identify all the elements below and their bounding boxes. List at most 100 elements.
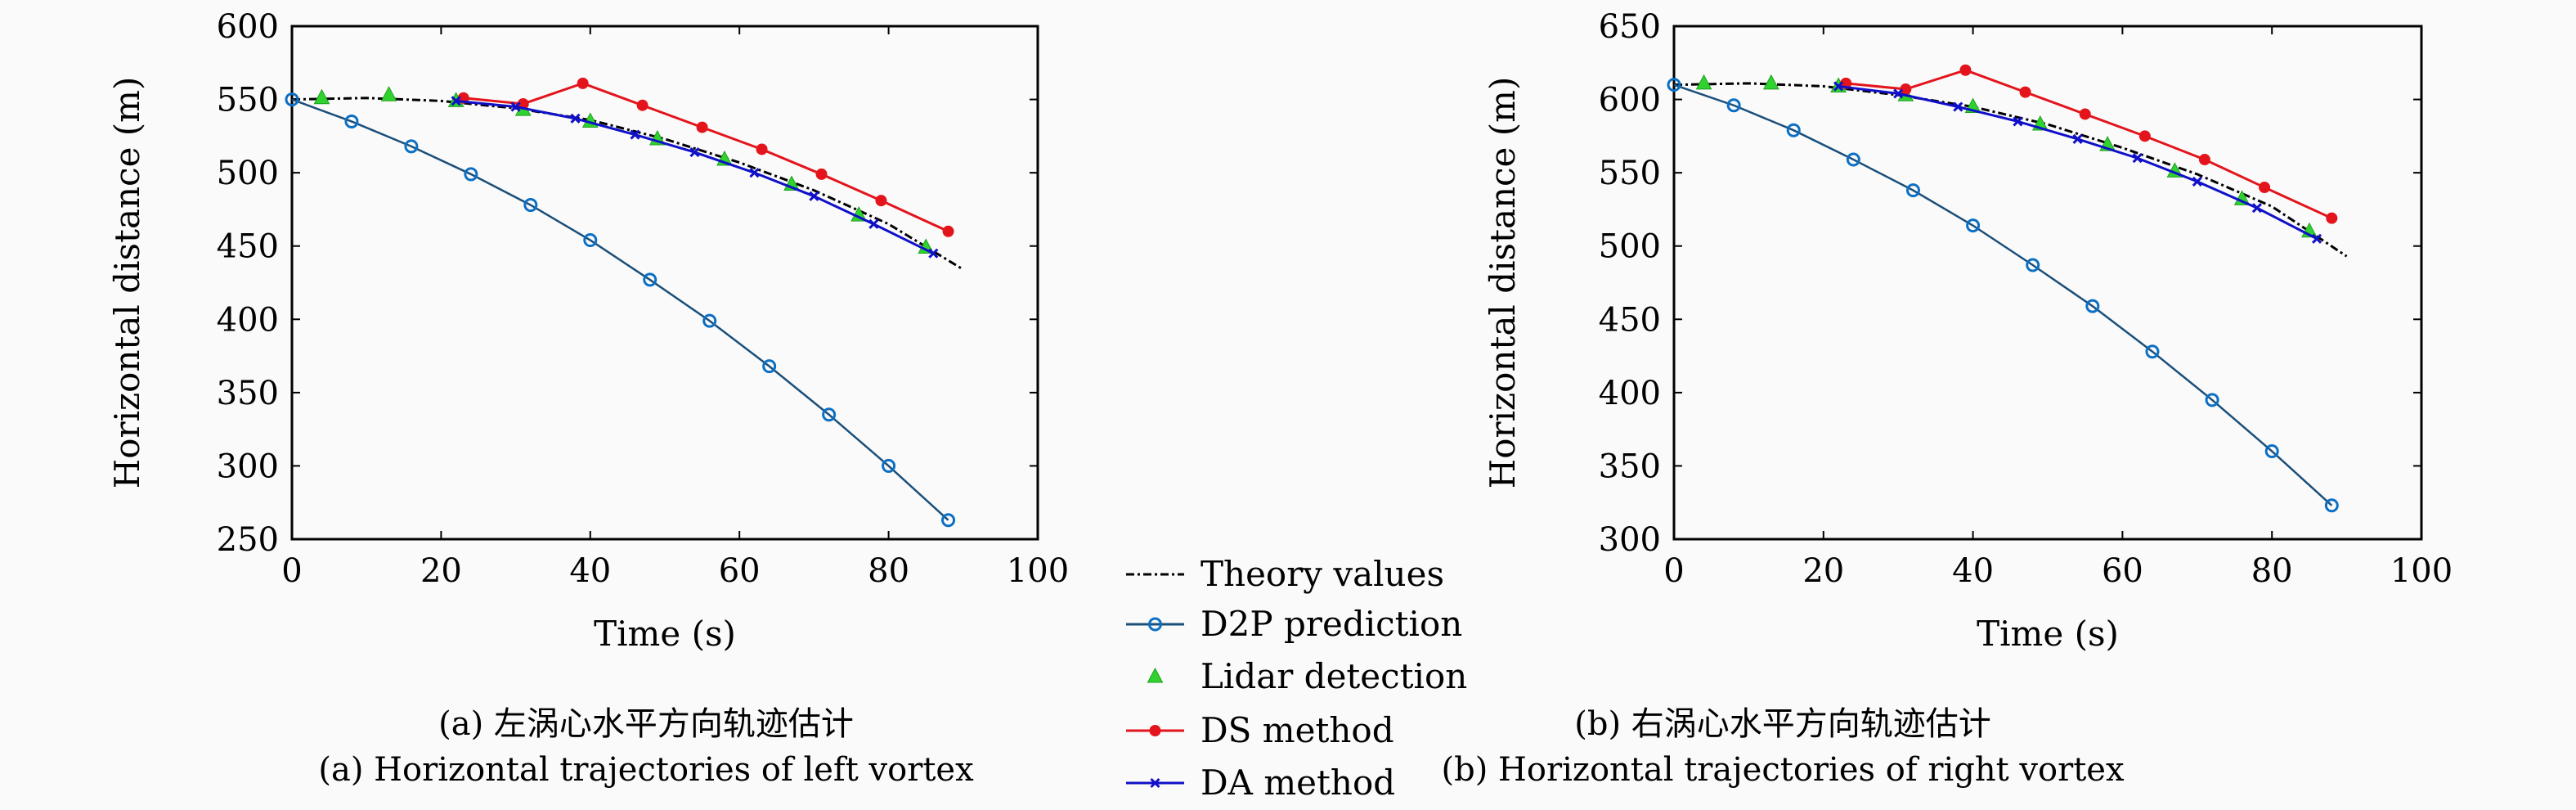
x-tick-label: 100 (2390, 552, 2453, 590)
da-point (570, 113, 581, 124)
caption-b-en: (b) Horizontal trajectories of right vor… (1441, 751, 2125, 789)
ds-point (942, 225, 954, 237)
x-tick-label: 0 (281, 552, 302, 590)
y-tick-label: 400 (1599, 375, 1661, 412)
y-tick-label: 350 (1599, 448, 1661, 485)
d2p-point (643, 272, 657, 287)
legend-marker (1147, 667, 1164, 683)
da-point (749, 168, 760, 178)
y-tick-label: 250 (217, 521, 279, 559)
d2p-point (2085, 299, 2100, 313)
d2p-point (2145, 344, 2160, 359)
y-axis-label: Horizontal distance (m) (107, 77, 147, 489)
da-point (2251, 203, 2262, 214)
d2p-point (1966, 218, 1981, 233)
d2p-point (2205, 393, 2219, 407)
da-point (1953, 101, 1963, 112)
da-point (1893, 88, 1904, 99)
d2p-point (1846, 152, 1860, 167)
ds-point (815, 168, 828, 180)
theory-line (291, 97, 964, 271)
lidar-point (1762, 74, 1779, 90)
plot-a: 0 20 40 60 80 100 250 300 350 400 450 500 550 600 Time… (107, 8, 1069, 654)
da-point (2013, 116, 2023, 127)
y-tick-label: 400 (217, 301, 279, 339)
ds-point (756, 143, 768, 155)
series-lidar (313, 86, 935, 254)
y-tick-label: 450 (217, 228, 279, 266)
lidar-point (380, 86, 397, 101)
y-tick-label: 300 (217, 448, 279, 485)
d2p-point (2264, 444, 2279, 459)
y-tick-label: 550 (217, 82, 279, 119)
y-tick-label: 300 (1599, 521, 1661, 559)
d2p-point (2026, 258, 2040, 272)
ds-point (577, 77, 589, 89)
da-point (689, 147, 700, 158)
x-tick-label: 40 (1952, 552, 1994, 590)
x-tick-label: 0 (1663, 552, 1684, 590)
da-point (2311, 233, 2322, 244)
legend-marker (1150, 777, 1160, 789)
d2p-point (2324, 498, 2339, 513)
series-da (1833, 81, 2322, 244)
d2p-point (523, 198, 538, 213)
legend-label: DS method (1200, 710, 1394, 750)
lidar-point (313, 88, 330, 105)
d2p-point (1786, 123, 1801, 137)
d2p-point (941, 513, 956, 528)
ds-point (2198, 154, 2210, 166)
x-tick-label: 60 (2102, 552, 2143, 590)
da-point (868, 218, 879, 229)
y-tick-label: 650 (1599, 8, 1661, 46)
da-point (2192, 176, 2202, 187)
ds-line (1846, 69, 2332, 220)
d2p-point (882, 458, 896, 473)
ds-point (2019, 86, 2031, 98)
ds-point (1959, 64, 1972, 76)
x-axis-label: Time (s) (1977, 614, 2119, 654)
plot-frame (290, 25, 1039, 541)
series-theory (291, 97, 964, 271)
y-tick-label: 550 (1599, 155, 1661, 192)
ds-point (2326, 212, 2338, 224)
legend-label: DA method (1200, 763, 1395, 803)
plot-frame (1672, 25, 2423, 541)
y-tick-label: 600 (1599, 82, 1661, 119)
caption-b-cn: (b) 右涡心水平方向轨迹估计 (1574, 705, 1991, 743)
da-line (1838, 84, 2318, 241)
da-point (2132, 153, 2143, 164)
d2p-point (762, 359, 777, 374)
y-tick-label: 500 (217, 155, 279, 192)
d2p-line (1673, 83, 2333, 506)
x-tick-label: 80 (868, 552, 909, 590)
legend-label: Theory values (1200, 554, 1444, 594)
d2p-point (1726, 98, 1741, 113)
caption-a-cn: (a) 左涡心水平方向轨迹估计 (438, 705, 854, 743)
da-point (451, 96, 461, 106)
d2p-point (464, 167, 478, 182)
ds-point (2259, 182, 2271, 194)
legend: Theory values D2P prediction Lidar detecti… (1126, 554, 1467, 803)
x-tick-label: 100 (1007, 552, 1069, 590)
d2p-point (344, 114, 359, 128)
ds-point (2138, 130, 2151, 142)
legend-marker (1149, 725, 1161, 736)
theory-line (1673, 82, 2348, 258)
series-ds (1840, 64, 2338, 224)
d2p-point (702, 313, 717, 328)
ds-point (696, 121, 708, 133)
da-point (2072, 133, 2083, 145)
x-tick-label: 80 (2251, 552, 2293, 590)
d2p-point (822, 407, 837, 422)
legend-label: Lidar detection (1200, 656, 1467, 696)
da-point (1833, 81, 1844, 92)
y-tick-label: 450 (1599, 301, 1661, 339)
da-point (928, 248, 939, 259)
d2p-point (1667, 78, 1681, 92)
series-d2p (1667, 78, 2339, 513)
ds-point (2079, 108, 2091, 120)
caption-a-en: (a) Horizontal trajectories of left vort… (318, 751, 974, 789)
